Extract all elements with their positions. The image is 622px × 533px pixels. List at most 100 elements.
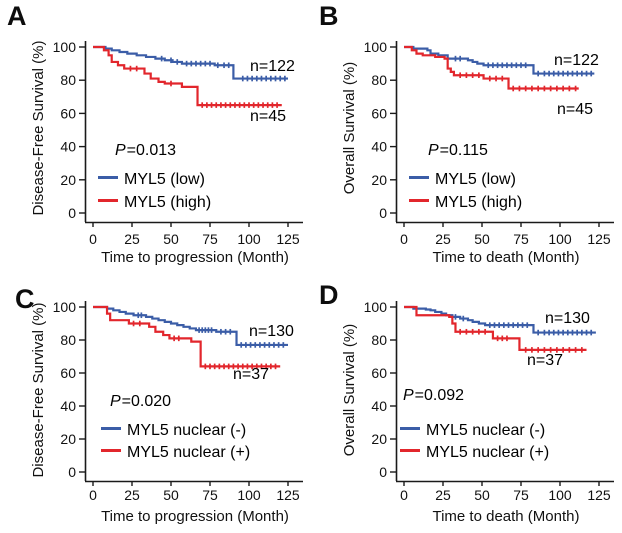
svg-text:50: 50 (474, 487, 490, 503)
panel-b-x-axis-title: Time to death (Month) (432, 249, 580, 266)
svg-text:20: 20 (60, 172, 76, 188)
panel-d-x-axis-title: Time to death (Month) (432, 508, 580, 525)
blue-line-swatch (400, 427, 420, 431)
blue-line-swatch (98, 176, 118, 180)
panel-b-legend-low: MYL5 (low) (409, 171, 516, 189)
svg-text:0: 0 (400, 231, 408, 247)
svg-text:75: 75 (202, 231, 218, 247)
panel-b-legend-high: MYL5 (high) (409, 194, 522, 212)
svg-text:75: 75 (202, 487, 218, 503)
svg-text:25: 25 (124, 231, 140, 247)
svg-text:40: 40 (60, 398, 76, 414)
panel-a-count-high: n=45 (250, 108, 287, 125)
svg-text:100: 100 (364, 299, 388, 315)
svg-text:100: 100 (53, 299, 77, 315)
svg-text:100: 100 (237, 487, 261, 503)
legend-label: MYL5 nuclear (+) (426, 444, 550, 461)
svg-text:80: 80 (60, 72, 76, 88)
svg-text:25: 25 (435, 487, 451, 503)
legend-label: MYL5 (high) (435, 194, 523, 211)
panel-a-legend-high: MYL5 (high) (98, 194, 211, 212)
svg-text:0: 0 (89, 231, 97, 247)
red-line-swatch (101, 449, 121, 453)
svg-text:125: 125 (587, 231, 611, 247)
panel-a: 0 25 50 75 100 125 0 20 40 60 80 100 A Disease-Free… (0, 0, 311, 266)
panel-a-plot: 0 25 50 75 100 125 0 20 40 60 80 100 (53, 39, 303, 247)
svg-text:40: 40 (371, 398, 387, 414)
svg-text:0: 0 (379, 464, 387, 480)
svg-text:60: 60 (371, 365, 387, 381)
svg-text:0: 0 (89, 487, 97, 503)
svg-text:25: 25 (124, 487, 140, 503)
svg-text:100: 100 (548, 231, 572, 247)
p-symbol: P (428, 142, 439, 159)
svg-text:50: 50 (163, 231, 179, 247)
legend-label: MYL5 nuclear (-) (127, 422, 247, 439)
panel-letter-b: B (319, 1, 339, 31)
panel-b-plot: 0 25 50 75 100 125 0 20 40 60 80 100 (364, 39, 614, 247)
panel-d-y-axis-title: Overall Survival (%) (341, 323, 358, 457)
panel-c: 0 25 50 75 100 125 0 20 40 60 80 100 C Disease-Free… (0, 266, 311, 532)
svg-text:50: 50 (474, 231, 490, 247)
panel-a-p-value: P=0.013 (115, 142, 176, 160)
panel-c-p-value: P=0.020 (110, 393, 171, 411)
legend-label: MYL5 (high) (124, 194, 212, 211)
svg-text:60: 60 (60, 365, 76, 381)
panel-b-y-axis-title: Overall Survival (%) (341, 61, 358, 195)
p-number: =0.013 (126, 142, 177, 159)
p-number: =0.115 (439, 142, 488, 159)
panel-d-legend-neg: MYL5 nuclear (-) (400, 422, 545, 440)
p-symbol: P (110, 393, 121, 410)
panel-c-plot: 0 25 50 75 100 125 0 20 40 60 80 100 (53, 299, 303, 503)
panel-b: 0 25 50 75 100 125 0 20 40 60 80 100 B Overall Surv… (311, 0, 622, 266)
panel-d-plot: 0 25 50 75 100 125 0 20 40 60 80 100 (364, 299, 614, 503)
svg-text:40: 40 (371, 139, 387, 155)
panel-letter-c: C (15, 284, 35, 314)
svg-text:60: 60 (371, 105, 387, 121)
svg-text:125: 125 (276, 231, 300, 247)
panel-c-count-neg: n=130 (249, 323, 294, 340)
svg-text:100: 100 (237, 231, 261, 247)
svg-text:50: 50 (163, 487, 179, 503)
svg-text:80: 80 (371, 332, 387, 348)
panel-d-count-neg: n=130 (545, 310, 590, 327)
panel-c-legend-neg: MYL5 nuclear (-) (101, 422, 246, 440)
svg-text:40: 40 (60, 139, 76, 155)
panel-a-legend-low: MYL5 (low) (98, 171, 205, 189)
p-number: =0.092 (414, 387, 465, 404)
p-number: =0.020 (121, 393, 172, 410)
panel-c-y-axis-title: Disease-Free Survival (%) (30, 302, 47, 478)
p-symbol: P (403, 387, 414, 404)
red-line-swatch (98, 199, 118, 203)
panel-c-legend-pos: MYL5 nuclear (+) (101, 444, 250, 462)
red-line-swatch (409, 199, 429, 203)
svg-text:80: 80 (60, 332, 76, 348)
blue-line-swatch (101, 427, 121, 431)
legend-label: MYL5 nuclear (-) (426, 422, 546, 439)
panel-b-p-value: P=0.115 (428, 142, 488, 160)
svg-text:100: 100 (548, 487, 572, 503)
svg-text:0: 0 (400, 487, 408, 503)
panel-b-count-high: n=45 (557, 101, 594, 118)
svg-text:75: 75 (513, 487, 529, 503)
panel-b-count-low: n=122 (554, 52, 599, 69)
blue-line-swatch (409, 176, 429, 180)
svg-text:125: 125 (276, 487, 300, 503)
svg-text:100: 100 (53, 39, 77, 55)
panel-c-x-axis-title: Time to progression (Month) (101, 508, 289, 525)
panel-a-y-axis-title: Disease-Free Survival (%) (30, 40, 47, 216)
svg-text:80: 80 (371, 72, 387, 88)
svg-text:100: 100 (364, 39, 388, 55)
svg-text:25: 25 (435, 231, 451, 247)
panel-d-count-pos: n=37 (527, 352, 564, 369)
panel-a-count-low: n=122 (250, 58, 295, 75)
svg-text:60: 60 (60, 105, 76, 121)
svg-text:75: 75 (513, 231, 529, 247)
legend-label: MYL5 (low) (435, 171, 516, 188)
svg-text:20: 20 (371, 172, 387, 188)
svg-text:20: 20 (371, 431, 387, 447)
panel-d-legend-pos: MYL5 nuclear (+) (400, 444, 549, 462)
svg-text:0: 0 (68, 464, 76, 480)
panel-d: 0 25 50 75 100 125 0 20 40 60 80 100 D Overall Surv… (311, 266, 622, 532)
